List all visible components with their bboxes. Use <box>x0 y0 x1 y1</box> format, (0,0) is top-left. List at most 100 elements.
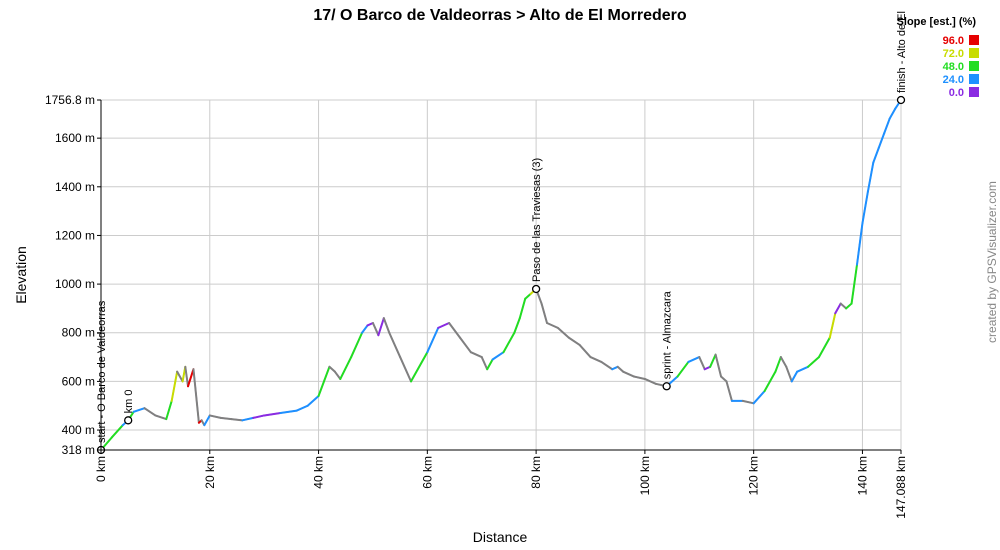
y-tick-label: 1200 m <box>55 228 95 242</box>
series-segment <box>426 326 440 354</box>
series-segment <box>165 399 173 421</box>
series-segment <box>714 353 723 378</box>
series-segment <box>556 326 570 339</box>
series-segment <box>698 356 706 371</box>
waypoint-marker <box>662 382 671 391</box>
series-segment <box>720 375 728 383</box>
series-segment <box>469 351 483 359</box>
y-tick-label: 1756.8 m <box>45 93 95 107</box>
series-segment <box>817 336 831 359</box>
series-segment <box>589 356 603 363</box>
series-segment <box>252 414 266 419</box>
series-segment <box>578 343 592 359</box>
series-segment <box>622 370 636 378</box>
y-tick-label: 800 m <box>62 326 95 340</box>
x-axis-ticks: 0 km 20 km 40 km 60 km 80 km 100 km 120 km 140 … <box>94 450 908 519</box>
series-segment <box>377 317 385 337</box>
series-segment <box>187 368 195 388</box>
x-tick-label: 60 km <box>420 456 434 489</box>
series-segment <box>208 414 222 419</box>
y-tick-label: 1600 m <box>55 131 95 145</box>
series-segment <box>567 336 581 346</box>
legend-swatch <box>969 48 979 58</box>
waypoint-marker <box>896 95 906 105</box>
series-segment <box>399 356 413 383</box>
credit-text: created by GPSVisualizer.com <box>985 181 999 343</box>
series-segment <box>339 356 353 380</box>
series-segment <box>856 222 864 266</box>
y-tick-label: 400 m <box>62 423 95 437</box>
x-tick-label: 40 km <box>312 456 326 489</box>
series-segment <box>184 365 190 388</box>
series-segment <box>437 322 451 329</box>
series-segment <box>328 365 336 373</box>
waypoint-marker <box>124 416 133 425</box>
series-segment <box>839 302 848 310</box>
series-segment <box>877 132 886 149</box>
series-segment <box>480 356 489 371</box>
series-segment <box>866 161 875 193</box>
series-segment <box>154 414 168 421</box>
legend-entry-label: 96.0 <box>943 35 964 47</box>
series-segment <box>643 377 657 385</box>
legend-entry-label: 72.0 <box>943 48 964 60</box>
legend-swatch <box>969 74 979 84</box>
x-tick-label: 147.088 km <box>894 456 908 519</box>
series-segment <box>790 370 799 383</box>
waypoint-label: Paso de las Traviesas (3) <box>531 158 543 282</box>
x-tick-label: 80 km <box>529 456 543 489</box>
series-segment <box>230 418 244 422</box>
grid-lines <box>100 99 902 451</box>
waypoint-label: start - O Barco de Valdeorras <box>96 300 108 443</box>
series-segment <box>725 380 733 402</box>
y-tick-label: 600 m <box>62 374 95 388</box>
plot-background <box>101 100 901 450</box>
series-segment <box>883 117 891 135</box>
series-segment <box>779 356 788 368</box>
legend-swatch <box>969 87 979 97</box>
series-segment <box>524 292 532 300</box>
series-segment <box>382 317 391 334</box>
legend-entry-label: 24.0 <box>943 74 964 86</box>
elevation-series <box>100 99 902 451</box>
series-segment <box>763 370 777 393</box>
series-segment <box>361 324 369 334</box>
series-segment <box>600 360 614 371</box>
series-segment <box>872 146 880 164</box>
x-tick-label: 0 km <box>94 456 108 482</box>
y-tick-label: 1400 m <box>55 180 95 194</box>
series-segment <box>828 312 837 339</box>
x-tick-label: 100 km <box>638 456 652 495</box>
series-segment <box>317 380 325 397</box>
series-segment <box>807 356 820 368</box>
y-axis-ticks: 318 m 400 m 600 m 800 m 1000 m 1200 m 1400 m 16… <box>45 93 101 457</box>
series-segment <box>796 365 810 373</box>
series-segment <box>192 368 200 424</box>
series-segment <box>333 370 342 380</box>
legend-entry-label: 0.0 <box>949 87 964 99</box>
series-segment <box>709 353 717 368</box>
legend-swatch <box>969 35 979 45</box>
series-segment <box>676 360 690 378</box>
series-segment <box>263 412 282 417</box>
series-segment <box>448 322 461 339</box>
series-segment <box>774 356 782 373</box>
series-segment <box>388 331 402 359</box>
series-segment <box>616 365 625 373</box>
series-segment <box>203 414 211 427</box>
series-segment <box>491 351 505 361</box>
legend-entries: 96.072.048.024.00.0 <box>943 35 979 99</box>
series-segment <box>306 394 320 407</box>
series-segment <box>295 404 309 412</box>
series-segment <box>785 365 793 383</box>
series-segment <box>687 356 701 363</box>
y-tick-label: 1000 m <box>55 277 95 291</box>
series-segment <box>633 375 646 380</box>
series-segment <box>888 107 897 120</box>
series-segment <box>350 331 364 359</box>
waypoint-marker <box>531 284 541 294</box>
series-segment <box>845 302 853 310</box>
plot-area: start - O Barco de Valdeorras km 0 Paso de… <box>96 11 908 455</box>
series-segment <box>850 263 859 305</box>
